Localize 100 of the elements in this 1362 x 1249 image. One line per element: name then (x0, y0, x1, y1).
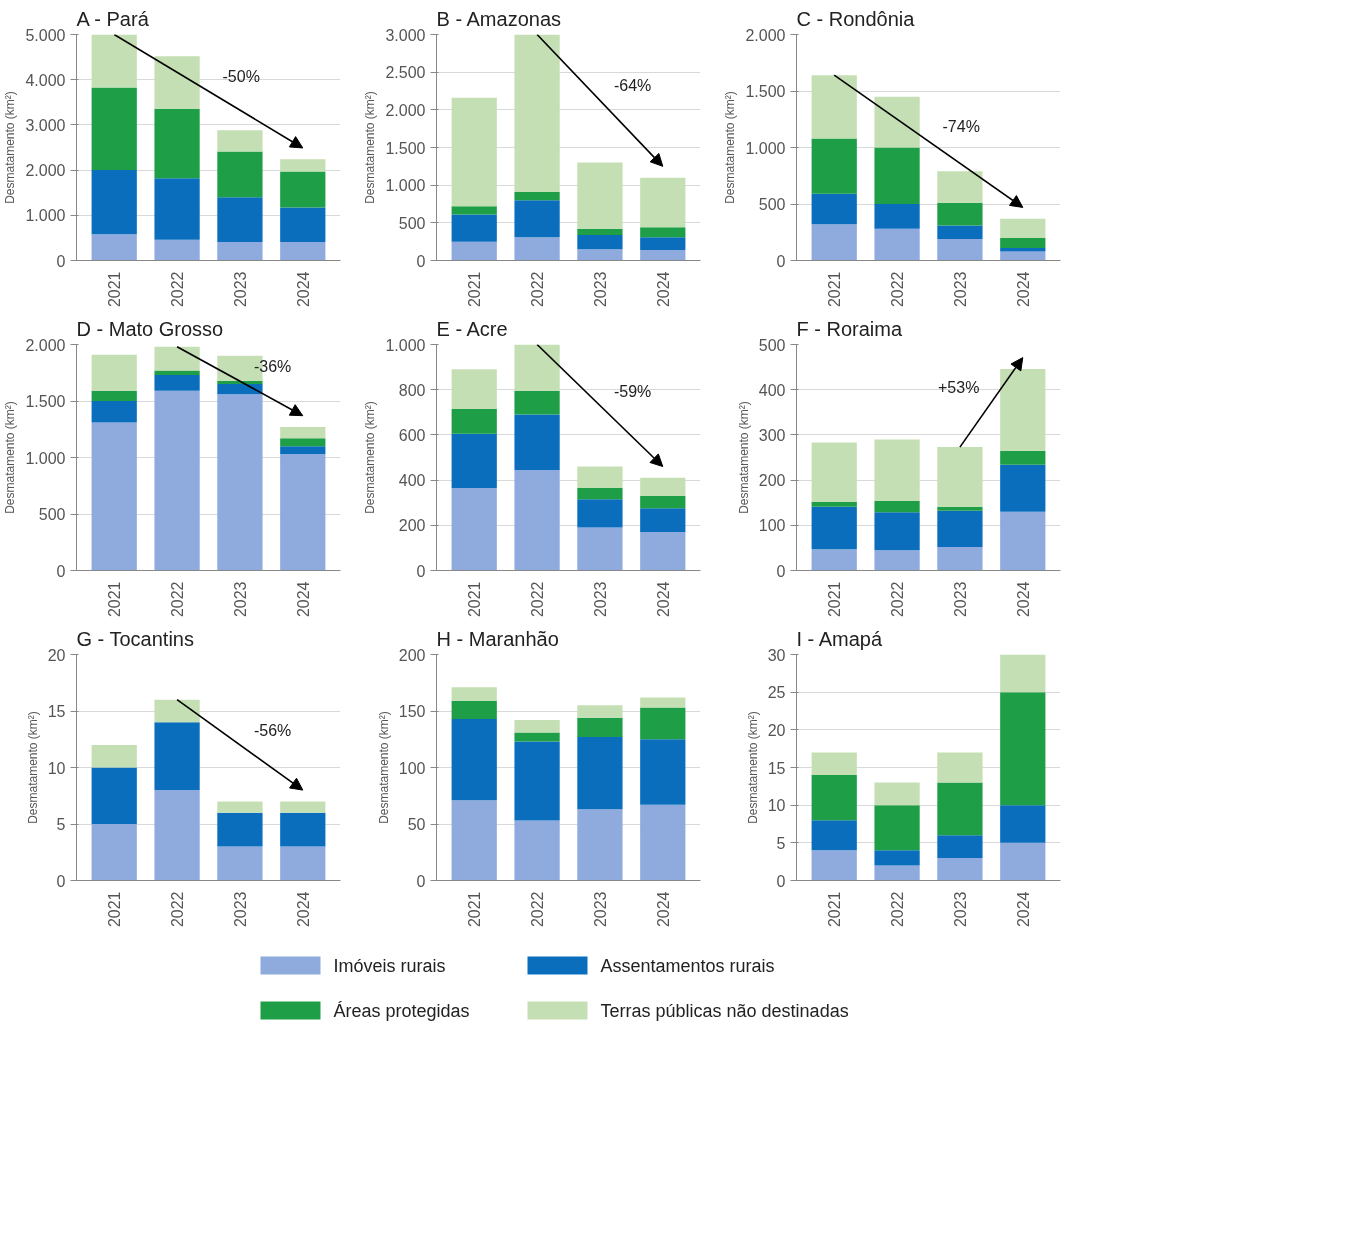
y-tick-label: 1.000 (385, 336, 426, 354)
y-tick-label: 15 (767, 759, 786, 777)
y-tick-label: 200 (398, 517, 426, 535)
y-tick-label: 1.500 (25, 393, 66, 410)
x-tick-label: 2021 (106, 581, 124, 618)
y-tick-label: 5.000 (25, 26, 66, 44)
y-tick-label: 300 (758, 426, 786, 444)
x-tick-label: 2023 (231, 271, 249, 308)
y-tick-label: 0 (56, 252, 66, 270)
y-tick-label: 2.000 (385, 101, 426, 119)
y-axis-title: Desmatamento (km²) (745, 711, 760, 824)
x-tick-label: 2023 (951, 271, 969, 308)
y-tick-label: 2.500 (385, 64, 426, 82)
x-tick-label: 2022 (889, 891, 907, 928)
chart-title: E - Acre (436, 317, 508, 340)
legend-label: Terras públicas não destinadas (600, 1000, 849, 1021)
annotation: -50% (222, 68, 260, 86)
legend-label: Imóveis rurais (333, 955, 446, 976)
y-tick-label: 1.500 (385, 139, 426, 157)
x-tick-label: 2022 (169, 271, 187, 308)
y-tick-label: 0 (776, 252, 786, 270)
x-tick-label: 2022 (529, 271, 547, 308)
y-tick-label: 3.000 (25, 116, 66, 134)
legend-label: Áreas protegidas (333, 1000, 470, 1021)
annotation: -59% (613, 382, 652, 400)
y-tick-label: 0 (776, 872, 786, 890)
chart-title: G - Tocantins (76, 627, 194, 650)
y-tick-label: 2.000 (25, 336, 66, 354)
x-tick-label: 2021 (466, 271, 484, 308)
x-tick-label: 2024 (294, 271, 312, 308)
y-tick-label: 400 (758, 381, 786, 399)
x-tick-label: 2023 (951, 891, 969, 928)
x-tick-label: 2022 (529, 581, 547, 618)
y-tick-label: 0 (56, 872, 66, 890)
chart-title: B - Amazonas (436, 7, 562, 30)
y-tick-label: 15 (47, 703, 66, 720)
y-axis-title: Desmatamento (km²) (3, 401, 18, 514)
x-tick-label: 2024 (1014, 581, 1032, 618)
y-tick-label: 0 (416, 872, 426, 890)
x-tick-label: 2021 (106, 271, 124, 308)
x-tick-label: 2023 (951, 581, 969, 618)
x-tick-label: 2022 (889, 271, 907, 308)
x-tick-label: 2021 (466, 581, 484, 618)
y-tick-label: 20 (47, 646, 66, 664)
x-tick-label: 2021 (826, 891, 844, 928)
y-tick-label: 400 (398, 472, 426, 490)
chart-title: D - Mato Grosso (76, 317, 224, 340)
y-tick-label: 1.000 (745, 139, 786, 157)
y-tick-label: 5 (776, 834, 786, 852)
y-tick-label: 2.000 (25, 162, 66, 180)
y-tick-label: 600 (398, 426, 426, 444)
y-tick-label: 30 (767, 646, 786, 664)
x-tick-label: 2024 (654, 891, 672, 928)
y-tick-label: 10 (47, 759, 66, 777)
x-tick-label: 2022 (169, 891, 187, 928)
y-axis-title: Desmatamento (km²) (723, 91, 738, 204)
y-tick-label: 150 (398, 703, 426, 720)
y-tick-label: 500 (398, 214, 426, 232)
x-tick-label: 2024 (1014, 271, 1032, 308)
chart-title: F - Roraima (796, 317, 903, 340)
x-tick-label: 2023 (591, 271, 609, 308)
annotation: -56% (253, 721, 292, 739)
y-tick-label: 1.500 (745, 83, 786, 100)
legend-label: Assentamentos rurais (600, 955, 775, 976)
chart-title: H - Maranhão (436, 627, 559, 650)
annotation: -74% (942, 118, 980, 136)
y-tick-label: 20 (767, 721, 786, 739)
y-tick-label: 2.000 (745, 26, 786, 44)
y-axis-title: Desmatamento (km²) (736, 401, 751, 514)
x-tick-label: 2021 (826, 271, 844, 308)
y-tick-label: 500 (38, 506, 66, 523)
y-axis-title: Desmatamento (km²) (3, 91, 18, 204)
x-tick-label: 2021 (106, 891, 124, 928)
x-tick-label: 2024 (654, 271, 672, 308)
y-tick-label: 3.000 (385, 26, 426, 44)
y-axis-title: Desmatamento (km²) (363, 401, 378, 514)
y-tick-label: 0 (56, 562, 66, 580)
x-tick-label: 2023 (231, 891, 249, 928)
x-tick-label: 2024 (654, 581, 672, 618)
chart-title: I - Amapá (796, 627, 883, 650)
y-axis-title: Desmatamento (km²) (25, 711, 40, 824)
y-tick-label: 100 (398, 759, 426, 777)
y-tick-label: 1.000 (385, 177, 426, 195)
y-tick-label: 10 (767, 797, 786, 815)
y-axis-title: Desmatamento (km²) (376, 711, 391, 824)
y-tick-label: 200 (398, 646, 426, 664)
annotation: -36% (253, 358, 292, 376)
x-tick-label: 2023 (591, 891, 609, 928)
y-tick-label: 4.000 (25, 71, 66, 89)
x-tick-label: 2023 (591, 581, 609, 618)
y-tick-label: 50 (407, 816, 426, 833)
x-tick-label: 2022 (529, 891, 547, 928)
x-tick-label: 2021 (826, 581, 844, 618)
y-tick-label: 500 (758, 196, 786, 213)
y-tick-label: 100 (758, 517, 786, 535)
y-tick-label: 500 (758, 336, 786, 354)
y-tick-label: 1.000 (25, 449, 66, 467)
y-tick-label: 25 (767, 684, 786, 702)
y-axis-title: Desmatamento (km²) (363, 91, 378, 204)
y-tick-label: 0 (416, 562, 426, 580)
